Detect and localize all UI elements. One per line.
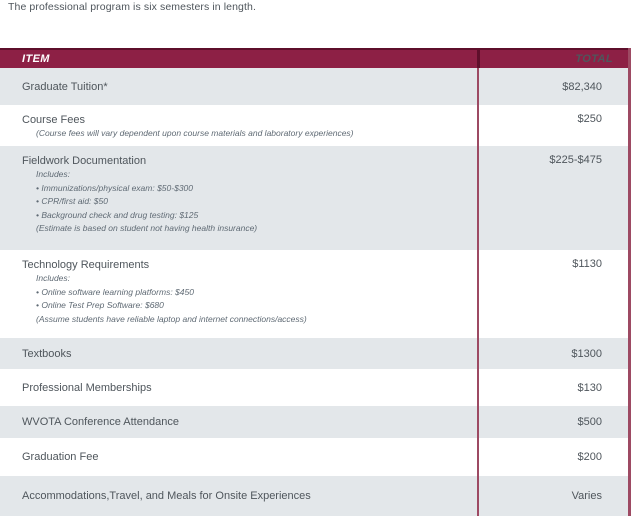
- item-detail: • Immunizations/physical exam: $50-$300: [36, 182, 193, 193]
- item-label: Professional Memberships: [22, 381, 152, 394]
- item-detail: (Estimate is based on student not having…: [36, 223, 258, 233]
- item-label: Textbooks: [22, 347, 72, 360]
- item-cell: Professional Memberships: [0, 381, 477, 395]
- item-detail: • Online Test Prep Software: $680: [36, 300, 164, 310]
- item-cell: Fieldwork Documentation Includes: • Immuni…: [0, 146, 477, 236]
- table-row: WVOTA Conference Attendance $500: [0, 406, 628, 438]
- item-detail: • CPR/first aid: $50: [36, 196, 108, 206]
- item-label: Course Fees: [22, 114, 85, 126]
- item-label: Graduation Fee: [22, 451, 99, 463]
- total-value: $225-$475: [477, 146, 628, 250]
- table-row: Technology Requirements Includes: • Online…: [0, 250, 628, 338]
- item-cell: Accommodations,Travel, and Meals for Ons…: [0, 489, 477, 503]
- total-value: $1130: [477, 250, 628, 338]
- item-cell: WVOTA Conference Attendance: [0, 415, 477, 429]
- total-value: Varies: [477, 476, 628, 516]
- item-label: Fieldwork Documentation: [22, 155, 147, 167]
- table-header-row: ITEM TOTAL: [0, 48, 628, 68]
- intro-text: The professional program is six semester…: [8, 1, 256, 13]
- item-cell: Course Fees (Course fees will vary depend…: [0, 105, 477, 141]
- table-row: Course Fees (Course fees will vary depend…: [0, 105, 628, 146]
- item-detail: • Background check and drug testing: $12…: [36, 209, 199, 220]
- table-row: Accommodations,Travel, and Meals for Ons…: [0, 476, 628, 516]
- item-cell: Graduate Tuition*: [0, 80, 477, 94]
- total-value: $250: [477, 105, 628, 146]
- item-detail: Includes:: [36, 169, 71, 179]
- item-cell: Textbooks: [0, 347, 477, 361]
- total-value: $1300: [477, 338, 628, 369]
- item-label: Technology Requirements: [22, 259, 150, 271]
- item-label: WVOTA Conference Attendance: [22, 416, 179, 428]
- item-detail: (Course fees will vary dependent upon co…: [36, 128, 354, 138]
- item-cell: Graduation Fee: [0, 450, 477, 464]
- table-row: Textbooks $1300: [0, 338, 628, 369]
- table-row: Graduate Tuition* $82,340: [0, 68, 628, 105]
- total-value: $82,340: [477, 68, 628, 105]
- table-row: Graduation Fee $200: [0, 438, 628, 476]
- item-detail: Includes:: [36, 273, 71, 283]
- item-detail: (Assume students have reliable laptop an…: [36, 313, 307, 324]
- total-value: $130: [477, 369, 628, 406]
- column-header-total: TOTAL: [477, 50, 628, 68]
- item-cell: Technology Requirements Includes: • Online…: [0, 250, 477, 326]
- table-body: Graduate Tuition* $82,340 Course Fees (Cour…: [0, 68, 628, 516]
- item-detail: • Online software learning platforms: $4…: [36, 286, 194, 297]
- program-cost-table: ITEM TOTAL Graduate Tuition* $82,340 Cours…: [0, 48, 631, 516]
- total-value: $500: [477, 406, 628, 438]
- total-value: $200: [477, 438, 628, 476]
- table-row: Fieldwork Documentation Includes: • Immuni…: [0, 146, 628, 250]
- column-header-item: ITEM: [22, 53, 50, 65]
- table-row: Professional Memberships $130: [0, 369, 628, 406]
- item-label: Graduate Tuition*: [22, 80, 108, 93]
- item-label: Accommodations,Travel, and Meals for Ons…: [22, 490, 311, 502]
